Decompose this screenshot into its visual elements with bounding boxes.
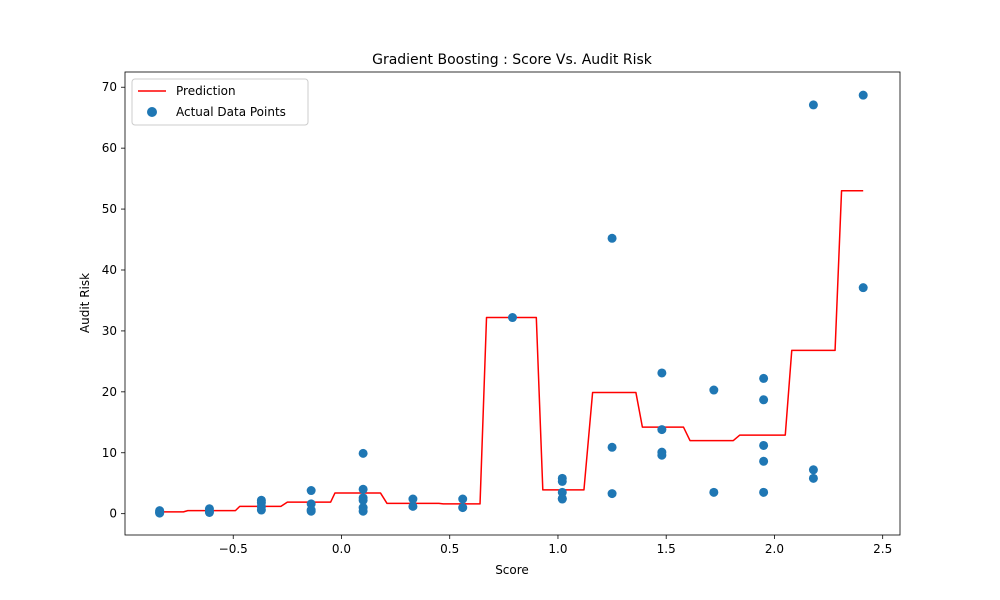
data-point [408,501,418,511]
legend-label-actual: Actual Data Points [176,105,286,119]
data-point [155,508,165,518]
marks [155,90,868,518]
data-point [759,373,769,383]
y-tick-label: 20 [102,385,117,399]
data-point [759,395,769,405]
chart-title: Gradient Boosting : Score Vs. Audit Risk [372,52,653,68]
data-point [657,425,667,435]
data-point [607,442,617,452]
x-tick-label: 0.0 [332,542,351,556]
data-point [607,233,617,243]
data-point [557,476,567,486]
data-point [508,313,517,323]
data-point [306,486,316,496]
plot-area [125,72,900,535]
legend-box [131,78,309,126]
y-axis-label: Audit Risk [78,273,92,333]
data-point [759,456,769,466]
data-point [204,507,214,517]
legend: Prediction Actual Data Points [131,78,309,126]
data-point [607,489,617,499]
data-point [858,283,868,293]
x-tick-label: 1.5 [657,542,676,556]
data-point [458,494,468,504]
y-tick-label: 60 [102,141,117,155]
x-tick-label: 0.5 [440,542,459,556]
y-tick-label: 40 [102,263,117,277]
data-point [808,465,818,475]
data-point [458,503,468,513]
data-point [759,487,769,497]
data-point [759,440,769,450]
data-point [358,506,368,516]
y-tick-label: 0 [109,507,117,521]
data-point [358,484,368,494]
x-axis-label: Score [495,563,529,577]
x-tick-label: 1.0 [548,542,567,556]
data-point [557,494,567,504]
x-tick-label: −0.5 [219,542,248,556]
data-point [657,368,667,378]
data-point [657,450,667,460]
data-point [858,90,868,100]
data-point [709,385,719,395]
data-point [808,473,818,483]
legend-dot-marker [147,107,157,117]
x-tick-label: 2.0 [765,542,784,556]
legend-label-prediction: Prediction [176,84,236,98]
data-point [709,487,719,497]
y-tick-label: 10 [102,446,117,460]
data-point [358,448,368,458]
data-point [408,494,418,504]
data-point [256,505,266,515]
y-tick-label: 70 [102,80,117,94]
y-tick-label: 30 [102,324,117,338]
data-point [358,495,368,505]
axes-frame [124,71,901,536]
data-point [306,506,316,516]
x-tick-label: 2.5 [873,542,892,556]
y-tick-label: 50 [102,202,117,216]
x-axis: −0.5 0.0 0.5 1.0 1.5 2.0 2.5 [219,535,892,556]
y-axis: 0 10 20 30 40 50 60 70 [102,80,125,521]
data-point [808,100,818,110]
